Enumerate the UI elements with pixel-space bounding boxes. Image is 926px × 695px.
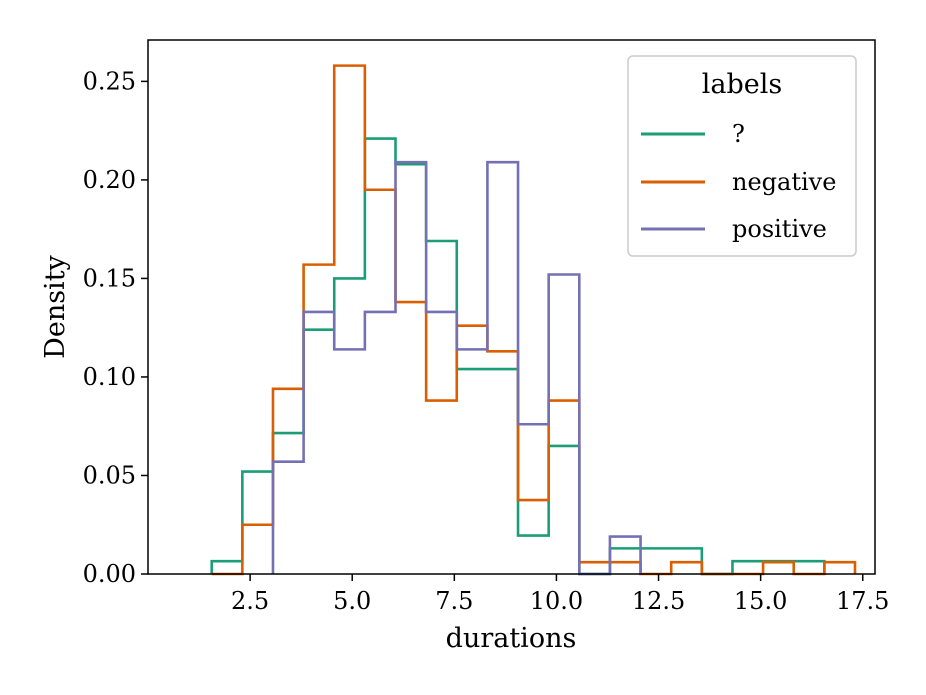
x-tick-label: 10.0: [530, 587, 583, 615]
x-tick-label: 5.0: [333, 587, 371, 615]
y-tick-label: 0.05: [83, 461, 136, 489]
legend-label-negative: negative: [732, 168, 836, 196]
x-tick-label: 17.5: [836, 587, 889, 615]
y-axis-ticks: 0.00 0.05 0.10 0.15 0.20 0.25: [83, 67, 148, 588]
legend: labels ? negative positive: [627, 55, 857, 257]
series-step-negative: [211, 64, 857, 576]
x-tick-label: 15.0: [734, 587, 787, 615]
x-axis-ticks: 2.5 5.0 7.5 10.0 12.5 15.0 17.5: [231, 574, 889, 615]
x-tick-label: 2.5: [231, 587, 269, 615]
legend-title: labels: [702, 69, 783, 100]
legend-box: [627, 55, 857, 257]
y-axis-label: Density: [40, 254, 71, 358]
series-step-positive: [271, 160, 642, 576]
y-tick-label: 0.15: [83, 264, 136, 292]
y-tick-label: 0.25: [83, 67, 136, 95]
plot-frame: [147, 39, 876, 575]
x-tick-label: 7.5: [435, 587, 473, 615]
y-tick-label: 0.10: [83, 363, 136, 391]
x-tick-label: 12.5: [632, 587, 685, 615]
legend-label-question: ?: [732, 120, 745, 148]
y-tick-label: 0.20: [83, 166, 136, 194]
legend-label-positive: positive: [732, 215, 827, 243]
x-axis-label: durations: [446, 623, 577, 654]
y-tick-label: 0.00: [83, 560, 136, 588]
